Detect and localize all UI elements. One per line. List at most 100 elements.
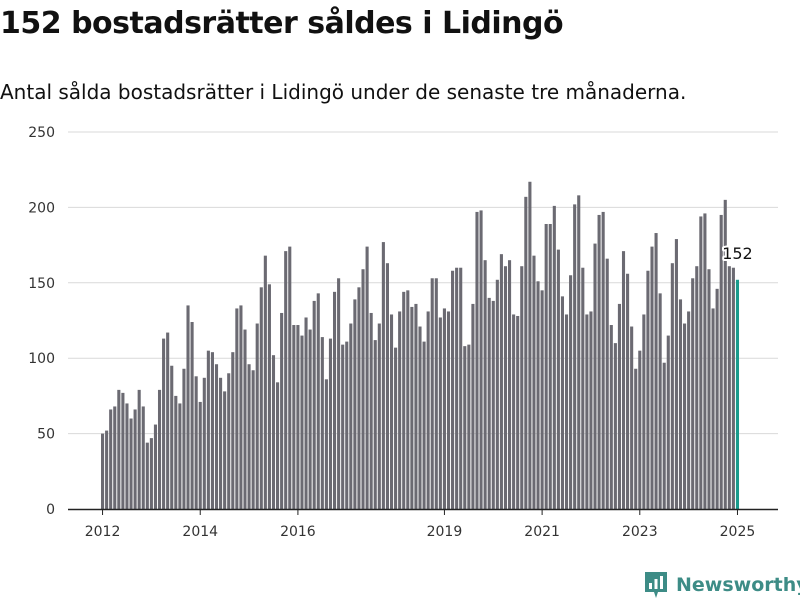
bar [715, 288, 719, 509]
bar [719, 214, 723, 509]
bar [446, 311, 451, 509]
bar [345, 341, 349, 509]
bar [414, 303, 418, 509]
bar [658, 293, 662, 509]
bar [544, 223, 548, 510]
bar [300, 335, 304, 509]
bar [569, 275, 573, 509]
bar [646, 270, 650, 509]
bar [617, 303, 621, 509]
bar [296, 325, 300, 509]
bar [178, 403, 182, 509]
bar [141, 406, 145, 509]
bar [491, 300, 495, 509]
bar [723, 199, 727, 510]
bar [589, 311, 593, 509]
bar [125, 403, 129, 509]
bar [524, 196, 528, 509]
bar [654, 233, 658, 510]
bar [186, 305, 190, 509]
bar [402, 291, 406, 509]
bar [276, 382, 280, 509]
bar [422, 341, 426, 509]
bar [666, 335, 670, 509]
bar [727, 266, 731, 509]
bar [194, 376, 198, 509]
bar [398, 311, 402, 509]
bar [369, 312, 373, 509]
bar [634, 368, 638, 509]
page-title: 152 bostadsrätter såldes i Lidingö [0, 6, 564, 41]
x-tick-label: 2016 [280, 524, 316, 540]
last-value-label: 152 [722, 244, 753, 263]
bar [202, 377, 206, 509]
bar [145, 442, 149, 509]
bar [247, 364, 251, 509]
bar-highlight [735, 279, 740, 509]
bar [552, 205, 556, 509]
bar [357, 287, 361, 509]
bar [532, 255, 536, 509]
bar [328, 338, 333, 509]
annotations: 152 [720, 242, 755, 265]
bar [341, 344, 345, 509]
bar [223, 391, 227, 509]
bar [642, 314, 646, 509]
bar [337, 278, 341, 509]
bar [267, 284, 271, 509]
bar [308, 329, 312, 509]
bar [149, 438, 153, 509]
bar [613, 343, 617, 509]
bar [389, 314, 394, 509]
bar [683, 323, 687, 509]
bar [243, 329, 247, 509]
bar [670, 263, 674, 509]
bar [650, 246, 654, 510]
bar [731, 267, 735, 509]
bar [438, 317, 442, 509]
bar [459, 267, 463, 509]
bar [528, 181, 532, 509]
bar [597, 214, 601, 509]
bar [516, 315, 520, 509]
bar [430, 278, 434, 509]
bar [288, 246, 292, 510]
bar [711, 308, 715, 509]
y-tick-label: 0 [46, 502, 55, 518]
chart-subtitle: Antal sålda bostadsrätter i Lidingö unde… [0, 80, 687, 104]
bar [214, 364, 219, 509]
x-tick-label: 2012 [85, 524, 121, 540]
brand-name: Newsworthy [676, 574, 800, 596]
bar [361, 269, 365, 509]
bar [581, 267, 585, 509]
bar [394, 347, 398, 509]
bar [373, 340, 377, 509]
bar [239, 305, 243, 509]
bar [483, 260, 487, 509]
bar [406, 290, 410, 509]
bar [101, 433, 105, 509]
bar [455, 267, 459, 509]
y-tick-label: 100 [28, 351, 55, 367]
bar [674, 239, 678, 509]
bar [593, 243, 597, 509]
bar [418, 326, 422, 509]
bar [304, 317, 308, 509]
y-tick-label: 200 [28, 200, 55, 216]
x-tick-label: 2021 [524, 524, 560, 540]
bar [251, 370, 255, 509]
bar [231, 352, 235, 509]
bar [219, 377, 223, 509]
bar [162, 338, 166, 509]
bar [137, 389, 141, 509]
y-tick-label: 150 [28, 276, 55, 292]
bar [129, 418, 133, 509]
x-tick-label: 2025 [720, 524, 756, 540]
bar [377, 323, 381, 509]
bar [703, 213, 707, 509]
bar [133, 409, 137, 509]
bar [170, 365, 174, 509]
bar [210, 352, 214, 509]
bar [271, 355, 276, 509]
bar [320, 337, 324, 509]
